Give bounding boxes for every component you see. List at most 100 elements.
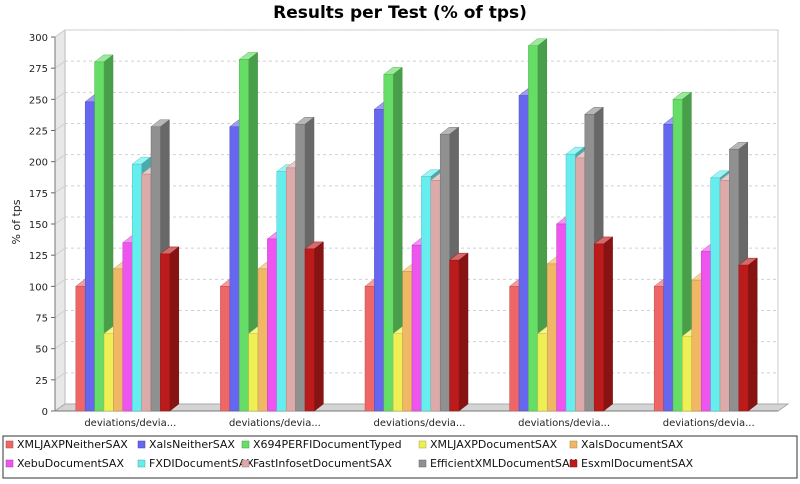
bar-front <box>374 109 385 412</box>
bar-front <box>94 61 105 412</box>
x-category-label: deviations/devia... <box>663 418 755 429</box>
legend-swatch <box>5 440 14 449</box>
y-tick-label: 275 <box>29 64 48 75</box>
gridline-side <box>54 216 66 225</box>
gridline-side <box>54 310 66 318</box>
legend-item: EfficientXMLDocumentSAX <box>418 457 578 470</box>
bar <box>159 246 180 412</box>
x-category-label: deviations/devia... <box>84 418 176 429</box>
y-tick-label: 225 <box>29 127 48 138</box>
bar-front <box>421 176 432 412</box>
gridline-side <box>54 60 66 69</box>
legend-item: FXDIDocumentSAX <box>137 457 254 470</box>
bar-side <box>314 241 324 412</box>
bar-front <box>238 59 249 412</box>
bar <box>593 236 614 412</box>
y-axis-label: % of tps <box>10 199 23 244</box>
bar-front <box>295 124 306 412</box>
bar-front <box>229 126 240 412</box>
bar-front <box>248 333 259 412</box>
legend-item: XalsNeitherSAX <box>137 438 235 451</box>
bar-front <box>584 114 595 412</box>
bar-front <box>509 286 520 412</box>
bar-front <box>141 173 152 412</box>
bar-front <box>729 148 740 412</box>
bar-side <box>603 236 613 412</box>
bar-front <box>364 286 375 412</box>
legend-item: EsxmlDocumentSAX <box>569 457 694 470</box>
legend-label: XebuDocumentSAX <box>17 457 124 470</box>
bar-front <box>383 74 394 412</box>
gridline-side <box>54 247 66 256</box>
bar-front <box>556 223 567 412</box>
bar-front <box>103 333 114 412</box>
legend-swatch <box>569 440 578 449</box>
chart-title: Results per Test (% of tps) <box>273 3 527 23</box>
legend-label: FastInfosetDocumentSAX <box>253 457 392 470</box>
legend-swatch <box>137 440 146 449</box>
legend-swatch <box>241 440 250 449</box>
gridline-side <box>54 372 66 381</box>
bar-front <box>267 238 278 412</box>
y-tick-label: 25 <box>35 376 48 387</box>
bar-front <box>710 177 721 412</box>
y-tick-label: 250 <box>29 95 48 106</box>
bar-side <box>747 257 758 412</box>
bar-front <box>719 180 730 412</box>
y-tick-label: 100 <box>29 282 48 293</box>
bar-front <box>304 248 315 412</box>
bar-front <box>537 333 548 412</box>
plot-area: 0 25 50 75 100 125 150 175 200 225 250 275 300 deviat… <box>29 29 790 429</box>
y-tick-label: 50 <box>35 345 48 356</box>
legend-item: XMLJAXPDocumentSAX <box>418 438 558 451</box>
x-category-label: deviations/devia... <box>374 418 466 429</box>
bar-front <box>257 268 268 412</box>
legend-item: FastInfosetDocumentSAX <box>241 457 392 470</box>
gridline-side <box>54 341 66 350</box>
x-category-label: deviations/devia... <box>518 418 610 429</box>
y-tick-label: 75 <box>35 314 48 325</box>
bar-front <box>700 251 711 412</box>
bar-front <box>672 99 683 412</box>
bar-front <box>449 259 460 412</box>
gridline-side <box>54 278 66 287</box>
legend-box <box>2 435 798 479</box>
gridline-side <box>54 185 66 194</box>
bar-front <box>75 286 86 412</box>
bar-front <box>691 279 702 412</box>
legend-swatch <box>418 459 427 468</box>
legend-item: XMLJAXPNeitherSAX <box>5 438 128 451</box>
bar-side <box>169 246 180 412</box>
legend-label: FXDIDocumentSAX <box>149 457 254 470</box>
bar <box>238 51 259 412</box>
bar-front <box>285 167 296 412</box>
legend-label: XalsNeitherSAX <box>149 438 235 451</box>
bar-front <box>430 180 441 412</box>
y-tick-label: 125 <box>29 251 48 262</box>
bar-front <box>113 268 124 412</box>
bar-front <box>122 242 133 412</box>
y-tick-label: 300 <box>29 33 48 44</box>
legend-label: XMLJAXPNeitherSAX <box>17 438 128 451</box>
legend: XMLJAXPNeitherSAX XalsNeitherSAX X694PERFI… <box>2 435 798 479</box>
bar-front <box>220 286 231 412</box>
bar-front <box>84 101 95 412</box>
bar-front <box>663 124 674 412</box>
bar-front <box>565 153 576 412</box>
bar-front <box>150 126 161 412</box>
legend-item: XalsDocumentSAX <box>569 438 684 451</box>
bar-front <box>528 45 539 412</box>
legend-label: X694PERFIDocumentTyped <box>253 438 402 451</box>
y-tick-label: 150 <box>29 220 48 231</box>
bar-front <box>682 335 693 412</box>
legend-item: XebuDocumentSAX <box>5 457 124 470</box>
bar <box>383 66 403 412</box>
y-tick-label: 175 <box>29 189 48 200</box>
legend-swatch <box>5 459 14 468</box>
x-category-label: deviations/devia... <box>229 418 321 429</box>
legend-label: XMLJAXPDocumentSAX <box>430 438 558 451</box>
legend-item: X694PERFIDocumentTyped <box>241 438 402 451</box>
gridline-side <box>54 29 66 38</box>
